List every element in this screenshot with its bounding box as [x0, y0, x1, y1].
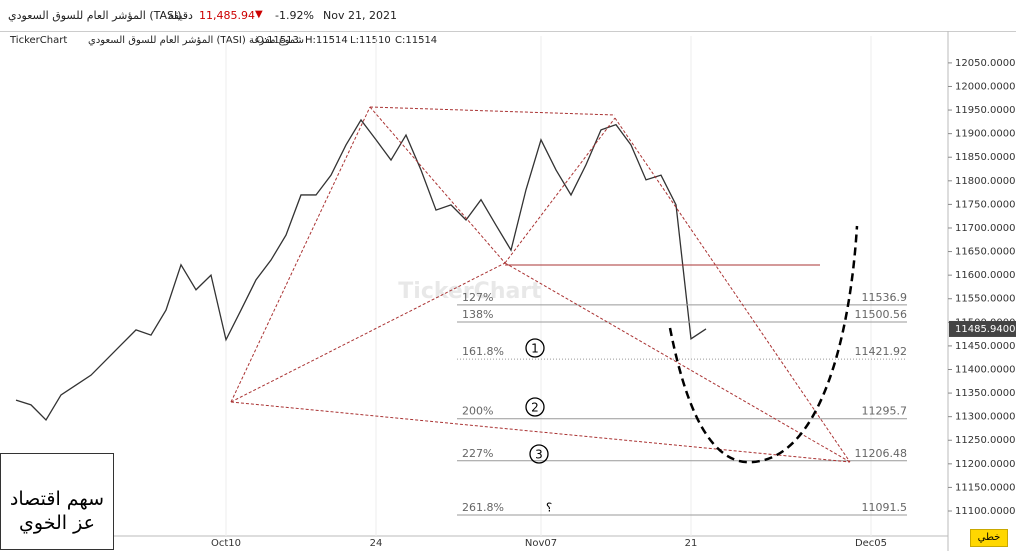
annotation: 3: [535, 448, 543, 462]
interval: دقيقة: [168, 9, 193, 22]
fib-label: 161.8%: [462, 345, 504, 358]
annotation: 1: [531, 342, 539, 356]
fib-value: 11295.7: [862, 405, 908, 418]
description: المؤشر العام للسوق السعودي (TASI) شموع م…: [88, 35, 304, 46]
change: -1.92%: [275, 9, 314, 22]
annotation-circle: [525, 397, 545, 417]
y-tick-label: 11150.0000: [955, 482, 1015, 493]
watermark: TickerChart: [398, 279, 542, 304]
chart: TickerChart 11100.0000 11150.0000 11200.00…: [0, 31, 1016, 551]
y-tick-label: 11450.0000: [955, 341, 1015, 352]
x-tick-label: Nov07: [525, 538, 557, 549]
y-tick-label: 12000.0000: [955, 81, 1015, 92]
symbol: المؤشر العام للسوق السعودي (TASI): [8, 9, 182, 22]
fib-label: 200%: [462, 405, 493, 418]
x-tick-label: Oct10: [211, 538, 241, 549]
price: 11,485.94: [199, 9, 255, 22]
line-button[interactable]: خطي: [970, 529, 1008, 547]
down-arrow: ▼: [255, 9, 263, 20]
note-line: سهم اقتصاد: [9, 488, 105, 510]
fib-value: 11421.92: [855, 345, 908, 358]
pattern-lines: [230, 106, 851, 463]
x-tick-label: Dec05: [855, 538, 887, 549]
fib-label: 227%: [462, 447, 493, 460]
ohlc-low: L:11510: [350, 35, 391, 46]
y-tick-label: 11750.0000: [955, 199, 1015, 210]
y-tick-label: 11800.0000: [955, 176, 1015, 187]
header-bar: [0, 0, 1016, 32]
last-price-label: 11485.9400: [955, 324, 1015, 335]
fib-label: 127%: [462, 291, 493, 304]
fib-label: 261.8%: [462, 501, 504, 514]
note-line: عز الخوي: [19, 512, 95, 534]
fib-value: 11536.9: [862, 291, 908, 304]
ohlc-close: C:11514: [395, 35, 438, 46]
y-tick-label: 11400.0000: [955, 364, 1015, 375]
annotation-circle: [529, 444, 549, 464]
fib-value: 11091.5: [862, 501, 908, 514]
x-tick-label: 24: [370, 538, 383, 549]
fib-label: 138%: [462, 308, 493, 321]
last-price-box: [949, 320, 1016, 337]
brand: TickerChart: [10, 35, 68, 46]
y-tick-label: 11600.0000: [955, 270, 1015, 281]
y-tick-label: 11550.0000: [955, 294, 1015, 305]
y-tick-label: 11650.0000: [955, 247, 1015, 258]
y-tick-label: 11350.0000: [955, 388, 1015, 399]
annotation-circle: [525, 338, 545, 358]
x-tick-label: 21: [685, 538, 698, 549]
y-tick-label: 11300.0000: [955, 412, 1015, 423]
y-tick-label: 11700.0000: [955, 223, 1015, 234]
cup-curve: [668, 225, 859, 464]
y-tick-label: 11850.0000: [955, 152, 1015, 163]
annotation: ؟: [546, 501, 552, 515]
y-tick-label: 11250.0000: [955, 435, 1015, 446]
price-line: [15, 118, 707, 422]
y-tick-label: 11100.0000: [955, 506, 1015, 517]
ohlc-open: O:11513: [256, 35, 299, 46]
ohlc-high: H:11514: [305, 35, 348, 46]
fib-value: 11206.48: [855, 447, 908, 460]
annotation: 2: [531, 401, 539, 415]
y-tick-label: 11950.0000: [955, 105, 1015, 116]
y-tick-label: 11200.0000: [955, 459, 1015, 470]
y-tick-label: 11900.0000: [955, 129, 1015, 140]
y-tick-label: 12050.0000: [955, 58, 1015, 69]
date: Nov 21, 2021: [323, 9, 397, 22]
fib-value: 11500.56: [855, 308, 908, 321]
note-box: سهم اقتصاد عز الخوي: [0, 453, 114, 550]
